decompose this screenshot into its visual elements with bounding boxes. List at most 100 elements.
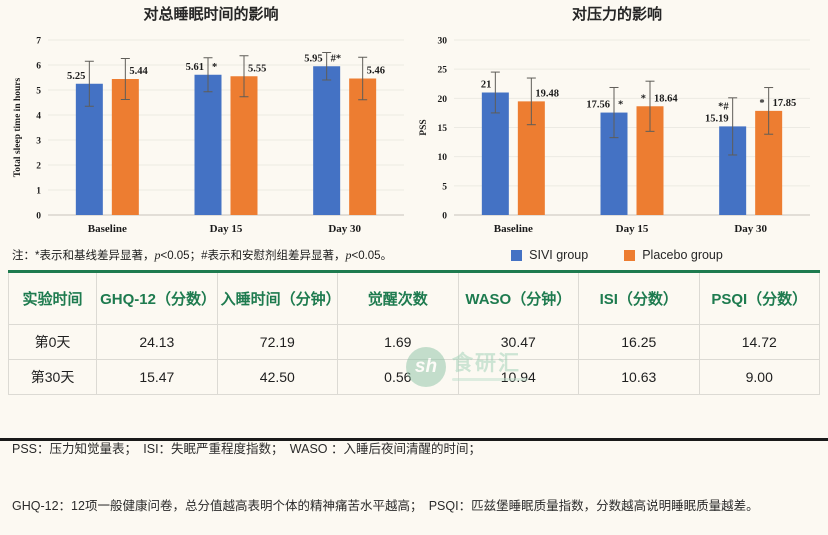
table-cell: 第30天 bbox=[7, 359, 98, 395]
results-table-head: 实验时间 GHQ-12（分数） 入睡时间（分钟） 觉醒次数 WASO（分钟） ISI（分数… bbox=[7, 271, 821, 325]
y-tick-label: 7 bbox=[36, 37, 41, 47]
legend-item: Placebo group bbox=[624, 248, 723, 262]
y-tick-label: 5 bbox=[36, 87, 41, 97]
significance-marker: * bbox=[759, 98, 764, 109]
significance-marker: #* bbox=[331, 53, 342, 64]
bar-value-label: 5.95 bbox=[304, 53, 322, 64]
table-row: 第0天 24.13 72.19 1.69 30.47 16.25 14.72 bbox=[7, 324, 821, 360]
sleep-bar-chart: 0 1 2 3 4 5 6 7 Total sleep time in hours Baselin… bbox=[13, 37, 404, 235]
note-text: <0.05。 bbox=[351, 250, 393, 262]
bar-value-label: 19.48 bbox=[535, 88, 559, 99]
bar-value-label: 21 bbox=[481, 80, 492, 91]
note-text: 注：*表示和基线差异显著， bbox=[12, 250, 155, 262]
table-header-row: 实验时间 GHQ-12（分数） 入睡时间（分钟） 觉醒次数 WASO（分钟） ISI（分数… bbox=[7, 271, 821, 325]
y-tick-label: 15 bbox=[438, 124, 448, 134]
y-tick-label: 1 bbox=[36, 187, 41, 197]
footnotes: PSS：压力知觉量表； ISI：失眠严重程度指数； WASO ：入睡后夜间清醒的… bbox=[0, 395, 828, 535]
stress-chart-block: 对压力的影响 0 5 10 15 20 25 30 PSS Baseline 21 19.48 Day… bbox=[414, 4, 820, 268]
legend-swatch bbox=[511, 249, 523, 261]
chart-legend: SIVI group Placebo group bbox=[511, 248, 723, 262]
table-cell: 30.47 bbox=[457, 324, 580, 360]
column-header: WASO（分钟） bbox=[457, 271, 580, 325]
bar-value-label: 5.55 bbox=[248, 63, 266, 74]
table-cell: 9.00 bbox=[698, 359, 821, 395]
bar bbox=[349, 78, 377, 215]
table-cell: 10.94 bbox=[457, 359, 580, 395]
bar bbox=[111, 79, 139, 215]
bar-value-label: 17.56 bbox=[586, 100, 610, 111]
table-cell: 15.47 bbox=[96, 359, 218, 395]
y-tick-label: 5 bbox=[442, 182, 447, 192]
table-cell: 10.63 bbox=[578, 359, 700, 395]
y-tick-label: 0 bbox=[442, 212, 447, 222]
y-tick-label: 25 bbox=[438, 66, 448, 76]
y-tick-label: 30 bbox=[438, 37, 448, 47]
significance-note: 注：*表示和基线差异显著，p<0.05；#表示和安慰剂组差异显著，p<0.05。 bbox=[8, 247, 392, 263]
column-header: PSQI（分数） bbox=[698, 271, 821, 325]
legend-label: SIVI group bbox=[529, 248, 589, 262]
y-tick-label: 3 bbox=[36, 137, 41, 147]
sleep-chart-footer: 注：*表示和基线差异显著，p<0.05；#表示和安慰剂组差异显著，p<0.05。 bbox=[8, 242, 414, 268]
stress-bar-chart: 0 5 10 15 20 25 30 PSS Baseline 21 19.48 Day 15 17.5… bbox=[419, 37, 810, 235]
x-category-label: Day 15 bbox=[210, 223, 243, 235]
table-cell: 72.19 bbox=[216, 324, 339, 360]
y-axis-title: Total sleep time in hours bbox=[13, 78, 23, 178]
bar-value-label: 15.19 bbox=[705, 113, 729, 124]
bar bbox=[230, 76, 258, 215]
bar-value-label: 5.44 bbox=[129, 66, 148, 77]
note-text: p bbox=[345, 248, 352, 262]
table-row: 第30天 15.47 42.50 0.56 10.94 10.63 9.00 bbox=[7, 359, 821, 395]
significance-marker: *# bbox=[718, 101, 729, 112]
column-header: ISI（分数） bbox=[578, 271, 700, 325]
table-cell: 0.56 bbox=[337, 359, 459, 395]
bar-value-label: 5.25 bbox=[67, 71, 85, 82]
x-category-label: Day 30 bbox=[328, 223, 361, 235]
table-cell: 42.50 bbox=[216, 359, 339, 395]
legend-item: SIVI group bbox=[511, 248, 588, 262]
bar-value-label: 5.46 bbox=[367, 66, 385, 77]
y-tick-label: 4 bbox=[36, 112, 41, 122]
sleep-chart-block: 对总睡眠时间的影响 0 1 2 3 4 5 6 7 Total sleep time in ho… bbox=[8, 4, 414, 268]
table-cell: 1.69 bbox=[337, 324, 459, 360]
y-tick-label: 10 bbox=[438, 153, 448, 163]
y-tick-label: 2 bbox=[36, 162, 41, 172]
x-category-label: Day 15 bbox=[616, 223, 649, 235]
infographic-page: { "chart_data": [ { "type": "bar", "titl… bbox=[0, 4, 828, 513]
significance-marker: * bbox=[641, 93, 646, 104]
charts-row: 对总睡眠时间的影响 0 1 2 3 4 5 6 7 Total sleep time in ho… bbox=[8, 4, 820, 268]
table-cell: 14.72 bbox=[698, 324, 821, 360]
bar-value-label: 5.61 bbox=[186, 62, 204, 73]
results-table-wrap: 实验时间 GHQ-12（分数） 入睡时间（分钟） 觉醒次数 WASO（分钟） ISI（分数… bbox=[0, 268, 828, 395]
bar-value-label: 17.85 bbox=[773, 98, 797, 109]
y-axis-title: PSS bbox=[419, 119, 429, 135]
bar-value-label: 18.64 bbox=[654, 93, 678, 104]
column-header: 觉醒次数 bbox=[337, 271, 459, 325]
stress-chart-footer: SIVI group Placebo group bbox=[414, 242, 820, 268]
footnote-line-1: PSS：压力知觉量表； ISI：失眠严重程度指数； WASO ：入睡后夜间清醒的… bbox=[12, 442, 482, 456]
results-table: 实验时间 GHQ-12（分数） 入睡时间（分钟） 觉醒次数 WASO（分钟） ISI（分数… bbox=[7, 270, 821, 395]
table-cell: 第0天 bbox=[7, 324, 98, 360]
column-header: GHQ-12（分数） bbox=[96, 271, 218, 325]
stress-chart-title: 对压力的影响 bbox=[571, 6, 662, 23]
x-category-label: Day 30 bbox=[734, 223, 767, 235]
column-header: 实验时间 bbox=[7, 271, 98, 325]
table-cell: 24.13 bbox=[96, 324, 218, 360]
results-table-body: 第0天 24.13 72.19 1.69 30.47 16.25 14.72 第30天 15.4… bbox=[7, 324, 821, 395]
bottom-border bbox=[0, 438, 828, 441]
y-tick-label: 0 bbox=[36, 212, 41, 222]
bar bbox=[313, 66, 341, 215]
note-text: <0.05；#表示和安慰剂组差异显著， bbox=[160, 250, 346, 262]
x-category-label: Baseline bbox=[88, 223, 127, 235]
table-cell: 16.25 bbox=[578, 324, 700, 360]
x-category-label: Baseline bbox=[494, 223, 533, 235]
sleep-chart-title: 对总睡眠时间的影响 bbox=[143, 6, 279, 23]
y-tick-label: 20 bbox=[438, 95, 448, 105]
y-tick-label: 6 bbox=[36, 62, 41, 72]
column-header: 入睡时间（分钟） bbox=[216, 271, 341, 325]
significance-marker: * bbox=[212, 62, 217, 73]
significance-marker: * bbox=[618, 100, 623, 111]
note-text: p bbox=[154, 248, 161, 262]
legend-label: Placebo group bbox=[642, 248, 723, 262]
legend-swatch bbox=[624, 249, 636, 261]
footnote-line-2: GHQ-12：12项一般健康问卷，总分值越高表明个体的精神痛苦水平越高； PSQ… bbox=[12, 499, 759, 513]
